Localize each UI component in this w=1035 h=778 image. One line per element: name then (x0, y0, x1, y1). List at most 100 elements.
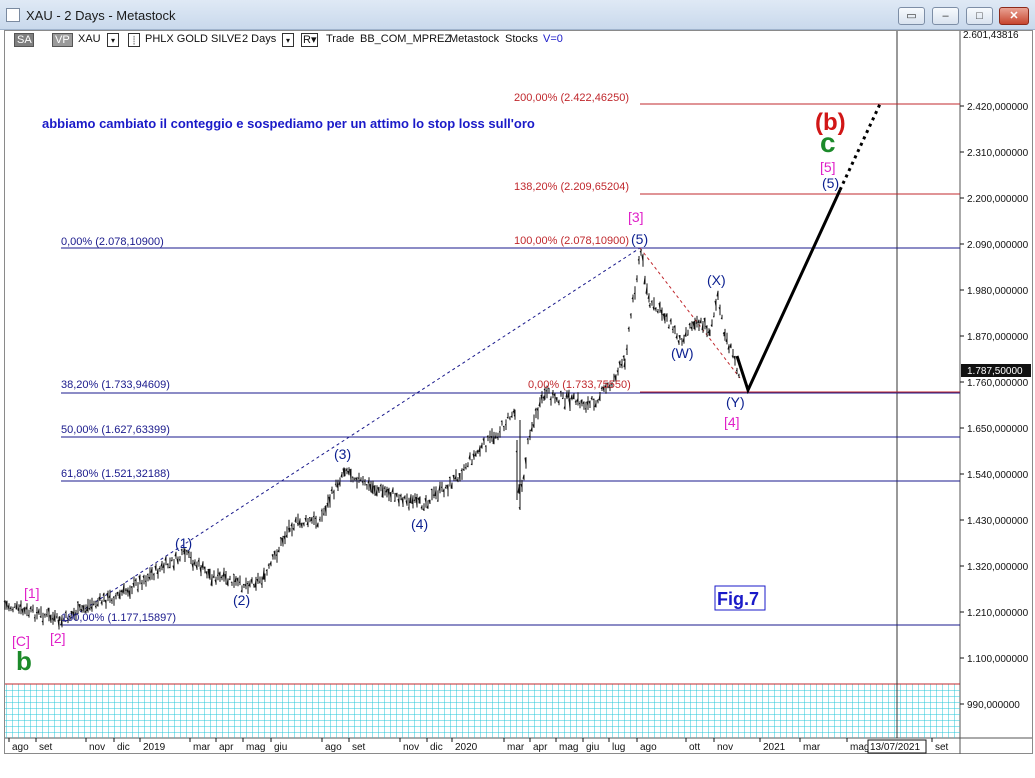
price-tick-label: 2.310,000000 (967, 148, 1029, 159)
current-price-tag (961, 364, 1031, 377)
symbol-label: XAU (78, 33, 101, 45)
fib-label-4: 100,00% (1.177,15897) (61, 612, 176, 624)
vp-button[interactable]: VP (52, 33, 73, 47)
indicator-pane (5, 684, 960, 738)
time-tick-label: ago (325, 742, 342, 753)
v-label: V=0 (543, 33, 563, 45)
time-tick-label: mag (850, 742, 869, 753)
time-tick-label: apr (533, 742, 548, 753)
wave-2-label: (2) (233, 592, 250, 608)
fib-label-1: 38,20% (1.733,94609) (61, 379, 170, 391)
fib-label-8: 0,00% (1.733,75550) (528, 379, 631, 391)
fib-label-3: 61,80% (1.521,32188) (61, 468, 170, 480)
time-tick-label: giu (586, 742, 599, 753)
price-top-box (961, 32, 1031, 42)
price-tick-label: 990,000000 (967, 700, 1020, 711)
time-tick-label: apr (219, 742, 234, 753)
time-tick-label: 2019 (143, 742, 166, 753)
price-tick-label: 1.540,000000 (967, 470, 1029, 481)
period-dropdown[interactable]: ▾ (282, 33, 294, 47)
price-tick-label: 2.090,000000 (967, 240, 1029, 251)
time-tick-label: giu (274, 742, 287, 753)
time-tick-label: mag (246, 742, 265, 753)
close-button[interactable]: ✕ (999, 7, 1029, 25)
maximize-button[interactable]: □ (966, 7, 993, 25)
wave-m5-label: [5] (820, 159, 836, 175)
wave-4-label: (4) (411, 516, 428, 532)
price-tick-label: 1.650,000000 (967, 424, 1029, 435)
time-tick-label: set (935, 742, 949, 753)
wave-Y-label: (Y) (726, 394, 745, 410)
r-dropdown[interactable]: R▾ (301, 33, 319, 47)
time-tick-label: 2020 (455, 742, 478, 753)
annotation-text: abbiamo cambiato il conteggio e sospedia… (42, 116, 535, 131)
fib-label-2: 50,00% (1.627,63399) (61, 424, 170, 436)
price-tick-label: 1.320,000000 (967, 562, 1029, 573)
cursor-date-box (867, 739, 927, 754)
time-tick-label: ott (689, 742, 700, 753)
time-tick-label: nov (89, 742, 105, 753)
security-dropdown[interactable]: ┊ (128, 33, 140, 47)
time-tick-label: mar (803, 742, 821, 753)
sa-button[interactable]: SA ▾ (14, 33, 35, 59)
time-tick-label: dic (430, 742, 443, 753)
window-title: XAU - 2 Days - Metastock (26, 8, 176, 23)
wave-1-label: (1) (175, 535, 192, 551)
figure-box (714, 585, 766, 611)
time-tick-label: set (39, 742, 53, 753)
projection-line (735, 189, 842, 395)
fib-label-7: 100,00% (2.078,10900) (514, 235, 629, 247)
title-bar: XAU - 2 Days - Metastock ▭ – □ ✕ (0, 0, 1035, 30)
mode-label: Trade (326, 33, 355, 45)
time-tick-label: nov (717, 742, 733, 753)
time-tick-label: mar (507, 742, 525, 753)
time-tick-label: 2021 (763, 742, 786, 753)
minimize-button[interactable]: – (932, 7, 959, 25)
app-icon (6, 8, 20, 22)
time-tick-label: mar (193, 742, 211, 753)
projection-dotted-line (838, 103, 882, 191)
wave-mC-label: [C] (12, 633, 30, 649)
fib-label-0: 0,00% (2.078,10900) (61, 236, 164, 248)
price-tick-label: 1.210,000000 (967, 608, 1029, 619)
period-label: 2 Days (242, 33, 277, 45)
wave-3-label: (3) (334, 446, 351, 462)
wave-5-label: (5) (631, 231, 648, 247)
price-tick-label: 1.870,000000 (967, 332, 1029, 343)
wave-b-small-label: b (16, 646, 32, 676)
wave-m2-label: [2] (50, 630, 66, 646)
price-tick-label: 1.100,000000 (967, 654, 1029, 665)
price-tick-label: 1.760,000000 (967, 378, 1029, 389)
price-tick-label: 2.420,000000 (967, 102, 1029, 113)
wave-5-target-label: (5) (822, 175, 839, 191)
time-tick-label: nov (403, 742, 419, 753)
source-label: Metastock (449, 33, 500, 45)
wave-c-label: c (820, 127, 836, 158)
symbol-dropdown[interactable]: ▾ (107, 33, 119, 47)
restore-all-button[interactable]: ▭ (898, 7, 925, 25)
price-bars (3, 249, 740, 630)
price-tick-label: 1.430,000000 (967, 516, 1029, 527)
time-tick-label: mag (559, 742, 578, 753)
template-label: BB_COM_MPREZ (360, 33, 452, 45)
current-price-value: 1.787,50000 (967, 366, 1023, 377)
price-tick-label: 1.980,000000 (967, 286, 1029, 297)
price-tick-label: 2.200,000000 (967, 194, 1029, 205)
wave-m1-label: [1] (24, 585, 40, 601)
time-tick-label: dic (117, 742, 130, 753)
wave-b-paren-label: (b) (815, 109, 846, 136)
time-tick-label: lug (612, 742, 625, 753)
wave-m3-label: [3] (628, 209, 644, 225)
time-tick-label: ago (12, 742, 29, 753)
trend-dashed-line (59, 247, 641, 626)
type-label: Stocks (505, 33, 539, 45)
cursor-date: 13/07/2021 (870, 742, 920, 753)
figure-label: Fig.7 (717, 589, 759, 609)
wave-W-label: (W) (671, 345, 694, 361)
fib-label-6: 138,20% (2.209,65204) (514, 181, 629, 193)
wave-X-label: (X) (707, 272, 726, 288)
time-tick-label: ago (640, 742, 657, 753)
time-tick-label: set (352, 742, 366, 753)
wave-m4-label: [4] (724, 414, 740, 430)
